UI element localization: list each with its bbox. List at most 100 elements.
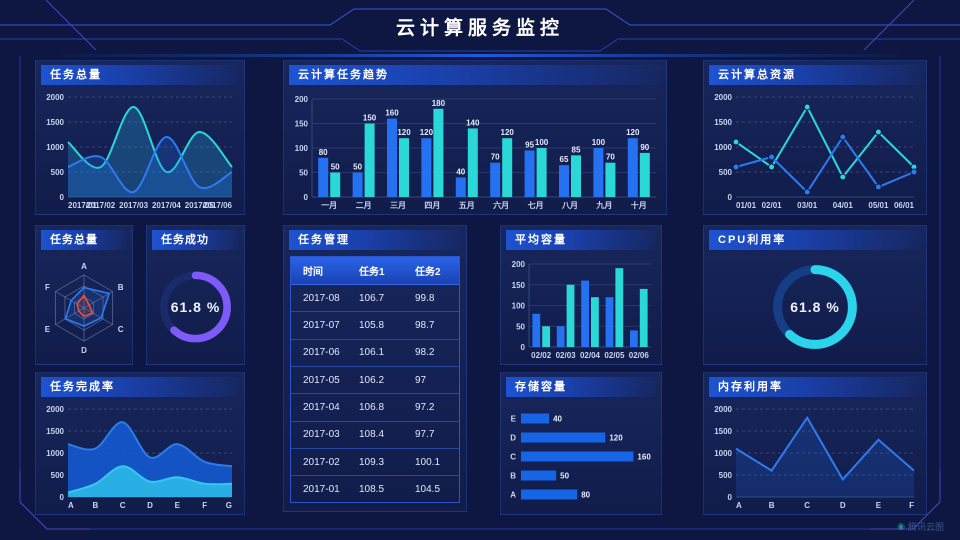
panel-cloud-task-trend: 云计算任务趋势 0 50 100 150 200 一月 80 50 二月 50 150 三月 160 12… <box>283 60 667 215</box>
svg-text:50: 50 <box>299 169 308 178</box>
panel-title-memory-usage: 内存利用率 <box>709 377 921 397</box>
svg-text:95: 95 <box>525 140 534 149</box>
svg-text:02/03: 02/03 <box>556 351 577 360</box>
svg-text:2017/05: 2017/05 <box>185 201 214 210</box>
svg-text:100: 100 <box>535 138 549 147</box>
panel-title-cloud-task-trend: 云计算任务趋势 <box>289 65 661 85</box>
page-title: 云计算服务监控 <box>395 18 564 39</box>
cloud-total-resources-line-chart: 0 500 1000 1500 2000 01/01 02/01 03/01 04/01 05/0… <box>706 87 924 212</box>
svg-text:120: 120 <box>420 128 434 137</box>
svg-text:八月: 八月 <box>561 201 578 210</box>
panel-title-storage-capacity: 存储容量 <box>506 377 656 397</box>
svg-text:100: 100 <box>295 144 309 153</box>
panel-task-management: 任务管理 时间 任务1 任务2 2017-08 106.7 99.8 2017-07 105.… <box>283 225 467 512</box>
brand-icon: ◉ <box>897 521 905 531</box>
svg-text:200: 200 <box>295 95 309 104</box>
panel-cloud-total-resources: 云计算总资源 0 500 1000 1500 2000 01/01 02/01 03/01 04… <box>703 60 927 215</box>
table-row: 2017-02 109.3 100.1 <box>291 447 459 476</box>
svg-text:六月: 六月 <box>493 200 509 210</box>
svg-text:F: F <box>202 501 207 510</box>
svg-text:D: D <box>840 501 846 510</box>
svg-text:50: 50 <box>560 472 569 481</box>
panel-avg-capacity: 平均容量 0 50 100 150 200 02/02 02/03 02/04 02/05 02/… <box>500 225 662 365</box>
memory-utilization-line-chart: 0 500 1000 1500 2000 A B C D E F <box>706 399 924 512</box>
panel-storage-capacity: 存储容量 E 40 D 120 C 160 B 50 A 80 <box>500 372 662 515</box>
svg-text:04/01: 04/01 <box>833 201 854 210</box>
svg-text:C: C <box>804 501 810 510</box>
task-success-donut-chart: 61.8 % <box>149 252 242 362</box>
svg-text:2000: 2000 <box>46 93 64 102</box>
svg-text:500: 500 <box>719 168 733 177</box>
svg-text:2000: 2000 <box>714 93 732 102</box>
svg-text:F: F <box>909 501 914 510</box>
svg-text:01/01: 01/01 <box>736 201 757 210</box>
svg-text:1500: 1500 <box>714 427 732 436</box>
svg-text:二月: 二月 <box>356 201 372 210</box>
svg-text:120: 120 <box>397 128 411 137</box>
svg-text:02/04: 02/04 <box>580 351 601 360</box>
svg-text:100: 100 <box>592 138 606 147</box>
panel-title-avg-capacity: 平均容量 <box>506 230 656 250</box>
table-row: 2017-04 106.8 97.2 <box>291 393 459 422</box>
svg-text:A: A <box>81 262 87 271</box>
svg-text:160: 160 <box>385 109 399 118</box>
task-management-table: 时间 任务1 任务2 2017-08 106.7 99.8 2017-07 105.8 98.7… <box>290 256 460 503</box>
svg-text:E: E <box>876 501 882 510</box>
panel-tasks-total: 任务总量 0 500 1000 1500 2000 2017/01 2017/02 2017/… <box>35 60 245 215</box>
panel-title-task-success: 任务成功 <box>152 230 239 250</box>
svg-text:E: E <box>511 415 517 424</box>
svg-text:F: F <box>45 283 50 292</box>
svg-text:100: 100 <box>512 302 526 311</box>
svg-text:180: 180 <box>432 99 446 108</box>
svg-text:160: 160 <box>637 453 651 462</box>
task-completion-area-chart: 0 500 1000 1500 2000 A B C D E F G <box>38 399 242 512</box>
svg-text:一月: 一月 <box>321 201 337 210</box>
table-row: 2017-07 105.8 98.7 <box>291 311 459 340</box>
cpu-usage-donut-chart: 61.8 % <box>706 252 924 362</box>
svg-text:02/05: 02/05 <box>604 351 625 360</box>
tasks-radar-chart: A B C D E F <box>38 252 130 362</box>
svg-text:0: 0 <box>521 343 526 352</box>
cloud-task-trend-bar-chart: 0 50 100 150 200 一月 80 50 二月 50 150 三月 160 120 四月 120 18… <box>286 87 664 212</box>
svg-text:1500: 1500 <box>46 427 64 436</box>
svg-text:40: 40 <box>553 415 562 424</box>
svg-text:2017/06: 2017/06 <box>203 201 232 210</box>
svg-text:B: B <box>510 472 516 481</box>
brand-watermark: ◉ 腾讯云图 <box>897 520 944 533</box>
svg-text:C: C <box>510 453 516 462</box>
svg-text:40: 40 <box>456 167 465 176</box>
svg-text:2017/01: 2017/01 <box>68 201 97 210</box>
svg-text:1500: 1500 <box>714 118 732 127</box>
svg-text:50: 50 <box>353 163 362 172</box>
svg-text:500: 500 <box>51 471 65 480</box>
svg-text:B: B <box>118 283 124 292</box>
svg-text:C: C <box>118 325 124 334</box>
svg-text:80: 80 <box>581 491 590 500</box>
svg-text:90: 90 <box>640 143 649 152</box>
svg-text:150: 150 <box>295 120 309 129</box>
svg-text:0: 0 <box>304 193 309 202</box>
svg-text:61.8 %: 61.8 % <box>790 299 840 315</box>
svg-text:2017/03: 2017/03 <box>119 201 148 210</box>
svg-text:61.8 %: 61.8 % <box>171 299 221 315</box>
svg-text:0: 0 <box>60 193 65 202</box>
table-row: 2017-01 108.5 104.5 <box>291 475 459 502</box>
svg-text:2017/02: 2017/02 <box>86 201 115 210</box>
svg-text:85: 85 <box>572 145 581 154</box>
svg-text:05/01: 05/01 <box>868 201 889 210</box>
table-row: 2017-05 106.2 97 <box>291 365 459 394</box>
svg-text:A: A <box>736 501 742 510</box>
svg-text:1000: 1000 <box>714 449 732 458</box>
svg-text:200: 200 <box>512 260 526 269</box>
svg-text:02/06: 02/06 <box>629 351 650 360</box>
svg-text:140: 140 <box>466 118 480 127</box>
svg-text:E: E <box>175 501 181 510</box>
svg-text:1000: 1000 <box>46 449 64 458</box>
svg-text:1000: 1000 <box>46 143 64 152</box>
svg-text:七月: 七月 <box>528 200 544 210</box>
svg-text:150: 150 <box>512 281 526 290</box>
svg-text:65: 65 <box>560 155 569 164</box>
svg-text:2000: 2000 <box>714 405 732 414</box>
svg-text:A: A <box>510 491 516 500</box>
svg-text:0: 0 <box>60 493 65 502</box>
